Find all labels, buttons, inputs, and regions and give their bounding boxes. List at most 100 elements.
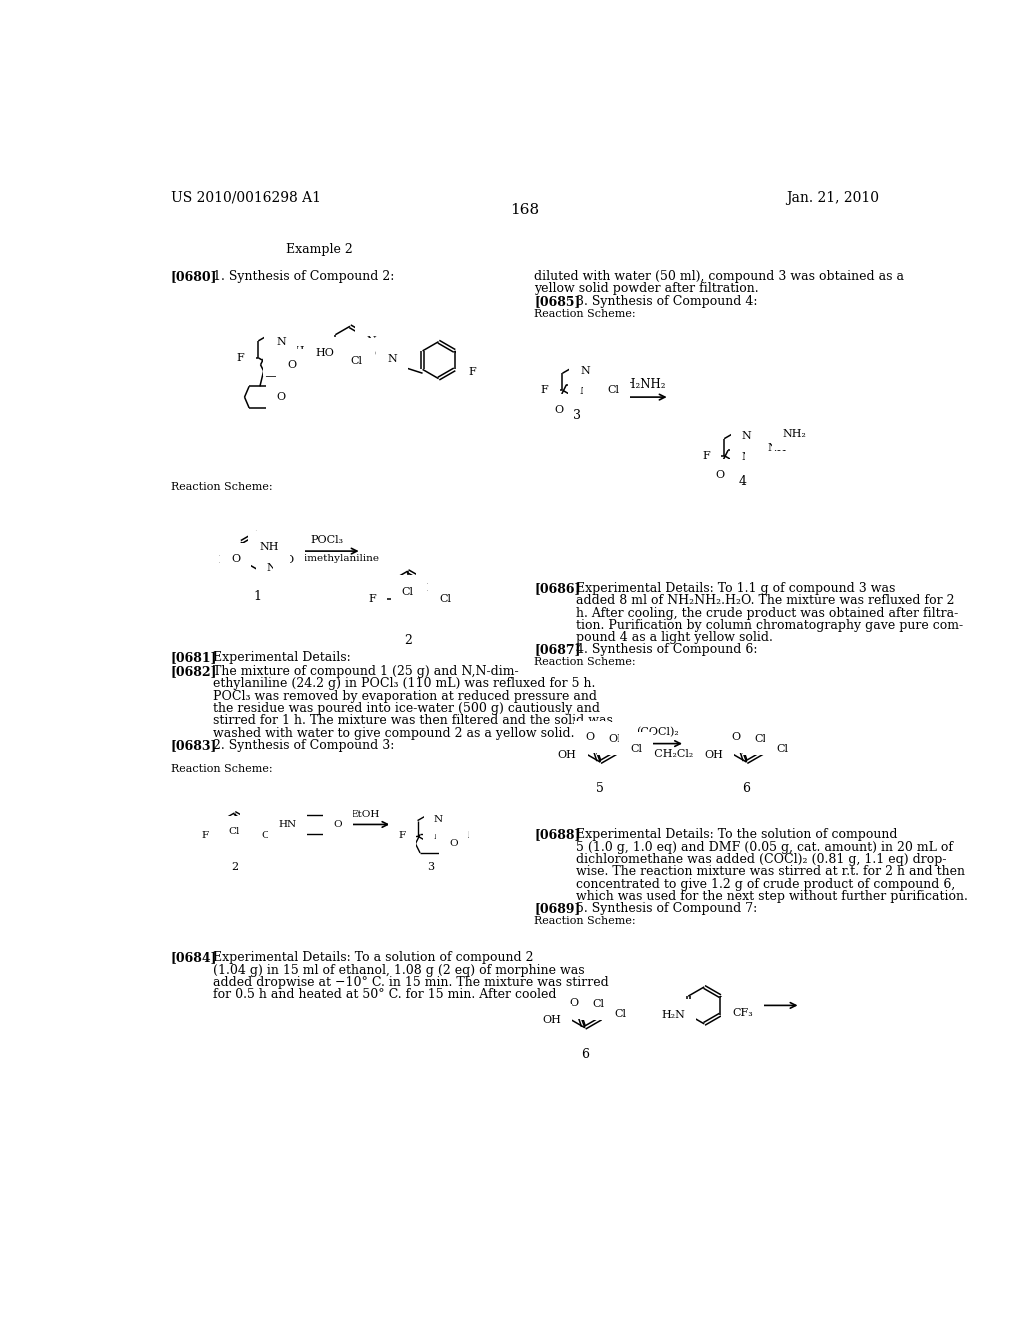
Text: NH₂: NH₂ (782, 429, 807, 440)
Text: added dropwise at −10° C. in 15 min. The mixture was stirred: added dropwise at −10° C. in 15 min. The… (213, 977, 608, 989)
Text: O: O (285, 556, 294, 565)
Text: US 2010/0016298 A1: US 2010/0016298 A1 (171, 190, 321, 205)
Text: F: F (702, 450, 711, 461)
Text: N: N (741, 451, 751, 462)
Text: Reaction Scheme:: Reaction Scheme: (535, 916, 636, 927)
Text: [0689]: [0689] (535, 903, 581, 915)
Text: N,N-dimethylaniline: N,N-dimethylaniline (273, 554, 380, 564)
Text: Cl: Cl (593, 999, 604, 1010)
Text: 5. Synthesis of Compound 7:: 5. Synthesis of Compound 7: (577, 903, 758, 915)
Text: pound 4 as a light yellow solid.: pound 4 as a light yellow solid. (577, 631, 773, 644)
Text: added 8 ml of NH₂NH₂.H₂O. The mixture was refluxed for 2: added 8 ml of NH₂NH₂.H₂O. The mixture wa… (577, 594, 955, 607)
Text: 168: 168 (510, 203, 540, 216)
Text: Reaction Scheme:: Reaction Scheme: (171, 482, 272, 492)
Text: The mixture of compound 1 (25 g) and N,N-dim-: The mixture of compound 1 (25 g) and N,N… (213, 665, 518, 678)
Text: 1: 1 (254, 590, 261, 603)
Text: F: F (237, 352, 245, 363)
Text: POCl₃: POCl₃ (310, 535, 343, 545)
Text: concentrated to give 1.2 g of crude product of compound 6,: concentrated to give 1.2 g of crude prod… (577, 878, 955, 891)
Text: NH: NH (267, 564, 287, 573)
Text: Cl: Cl (630, 743, 642, 754)
Text: for 0.5 h and heated at 50° C. for 15 min. After cooled and: for 0.5 h and heated at 50° C. for 15 mi… (213, 989, 584, 1002)
Text: 5: 5 (596, 781, 604, 795)
Text: 4: 4 (738, 475, 746, 488)
Text: O: O (374, 350, 383, 359)
Text: Cl: Cl (350, 355, 362, 366)
Text: O: O (334, 820, 342, 829)
Text: Cl: Cl (607, 385, 620, 395)
Text: 2: 2 (403, 635, 412, 647)
Text: Reaction Scheme:: Reaction Scheme: (171, 763, 272, 774)
Text: (1.04 g) in 15 ml of ethanol, 1.08 g (2 eq) of morphine was: (1.04 g) in 15 ml of ethanol, 1.08 g (2 … (213, 964, 585, 977)
Text: 1. Synthesis of Compound 2:: 1. Synthesis of Compound 2: (213, 271, 394, 282)
Text: EtOH: EtOH (351, 810, 380, 818)
Text: Cl: Cl (755, 734, 766, 743)
Text: dichloromethane was added (COCl)₂ (0.81 g, 1.1 eq) drop-: dichloromethane was added (COCl)₂ (0.81 … (577, 853, 947, 866)
Text: N: N (250, 822, 259, 832)
Text: [0687]: [0687] (535, 644, 581, 656)
Text: F: F (218, 556, 226, 565)
Text: the residue was poured into ice-water (500 g) cautiously and: the residue was poured into ice-water (5… (213, 702, 600, 715)
Text: CF₃: CF₃ (732, 1008, 754, 1019)
Text: Jan. 21, 2010: Jan. 21, 2010 (786, 190, 879, 205)
Text: N: N (434, 814, 443, 824)
Text: N: N (581, 366, 590, 376)
Text: [0686]: [0686] (535, 582, 581, 595)
Text: [0683]: [0683] (171, 739, 217, 752)
Text: N: N (433, 833, 442, 841)
Text: ethylaniline (24.2 g) in POCl₃ (110 mL) was refluxed for 5 h.: ethylaniline (24.2 g) in POCl₃ (110 mL) … (213, 677, 595, 690)
Text: F: F (467, 355, 475, 366)
Text: (COCl)₂: (COCl)₂ (636, 727, 679, 738)
Text: O: O (554, 405, 563, 414)
Text: N: N (289, 342, 299, 352)
Text: NH: NH (767, 444, 786, 453)
Text: Cl: Cl (458, 832, 469, 841)
Text: 3: 3 (573, 409, 582, 422)
Text: [0688]: [0688] (535, 829, 581, 841)
Text: N: N (742, 432, 752, 441)
Text: N: N (387, 354, 397, 364)
Text: 6: 6 (742, 781, 751, 795)
Text: F: F (369, 594, 377, 603)
Text: N: N (237, 833, 246, 841)
Text: O: O (585, 733, 594, 742)
Text: [0684]: [0684] (171, 952, 217, 965)
Text: Experimental Details:: Experimental Details: (213, 651, 350, 664)
Text: which was used for the next step without further purification.: which was used for the next step without… (577, 890, 969, 903)
Text: O: O (731, 733, 740, 742)
Text: OH: OH (558, 750, 577, 760)
Text: HN: HN (279, 820, 297, 829)
Text: 3. Synthesis of Compound 4:: 3. Synthesis of Compound 4: (577, 294, 758, 308)
Text: N: N (756, 441, 766, 451)
Text: HO: HO (315, 348, 334, 358)
Text: Experimental Details: To 1.1 g of compound 3 was: Experimental Details: To 1.1 g of compou… (577, 582, 896, 595)
Text: N: N (411, 595, 421, 605)
Text: 2. Synthesis of Compound 3:: 2. Synthesis of Compound 3: (213, 739, 394, 752)
Text: Cl: Cl (439, 594, 452, 603)
Text: 4. Synthesis of Compound 6:: 4. Synthesis of Compound 6: (577, 644, 758, 656)
Text: Cl: Cl (401, 586, 414, 597)
Text: washed with water to give compound 2 as a yellow solid.: washed with water to give compound 2 as … (213, 726, 574, 739)
Text: [0680]: [0680] (171, 271, 217, 282)
Text: POCl₃ was removed by evaporation at reduced pressure and: POCl₃ was removed by evaporation at redu… (213, 689, 597, 702)
Text: F: F (541, 385, 549, 395)
Text: tion. Purification by column chromatography gave pure com-: tion. Purification by column chromatogra… (577, 619, 964, 632)
Text: O: O (716, 470, 725, 480)
Text: H: H (315, 341, 324, 350)
Text: N: N (275, 335, 285, 345)
Text: h. After cooling, the crude product was obtained after filtra-: h. After cooling, the crude product was … (577, 607, 958, 619)
Text: wise. The reaction mixture was stirred at r.t. for 2 h and then: wise. The reaction mixture was stirred a… (577, 866, 966, 878)
Text: F: F (202, 832, 209, 841)
Text: NH: NH (259, 543, 279, 552)
Text: O: O (230, 554, 240, 564)
Text: OH: OH (608, 734, 627, 743)
Text: OH: OH (703, 750, 723, 760)
Text: 6: 6 (581, 1048, 589, 1061)
Text: NH: NH (286, 346, 305, 356)
Text: O: O (287, 360, 296, 370)
Text: Cl: Cl (776, 743, 788, 754)
Text: yellow solid powder after filtration.: yellow solid powder after filtration. (535, 282, 759, 296)
Text: Cl: Cl (228, 826, 241, 836)
Text: N: N (427, 583, 436, 594)
Text: O: O (569, 998, 579, 1007)
